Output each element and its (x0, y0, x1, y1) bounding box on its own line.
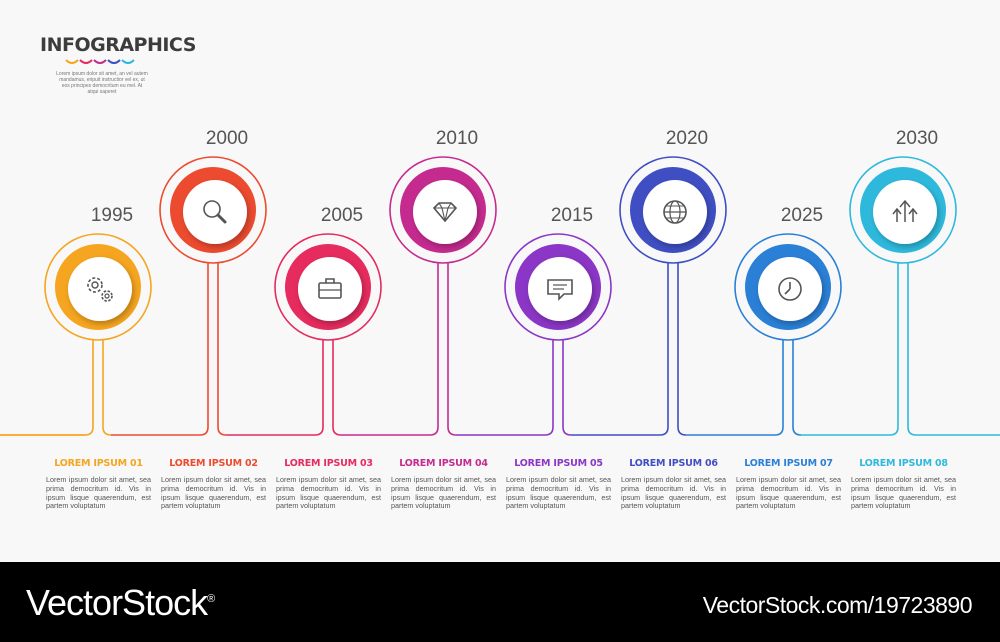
step-title: LOREM IPSUM 03 (284, 458, 373, 469)
connector-line-right (102, 324, 112, 436)
connector-line-right (792, 324, 802, 436)
connector-line-left (571, 247, 669, 436)
year-label: 1995 (91, 205, 133, 226)
footer-brand-text: VectorStock (26, 582, 208, 623)
year-label: 2005 (321, 205, 363, 226)
connector-line-right (907, 247, 1000, 436)
growth-arrows-icon (892, 199, 918, 222)
step-description: Lorem ipsum dolor sit amet, sea prima de… (276, 475, 381, 511)
connector-line-right (677, 247, 687, 436)
infographic-subtitle: Lorem ipsum dolor sit amet, an vel autem… (56, 71, 148, 95)
step-title: LOREM IPSUM 08 (859, 458, 948, 469)
connector-line-right (217, 247, 227, 436)
year-label: 2030 (896, 128, 938, 149)
footer-url: VectorStock.com/19723890 (702, 592, 973, 618)
year-label: 2010 (436, 128, 478, 149)
step-description: Lorem ipsum dolor sit amet, sea prima de… (621, 475, 726, 511)
chat-bubble-icon (547, 279, 573, 301)
icon-disc (413, 180, 477, 244)
globe-icon (663, 200, 687, 224)
footer-brand: VectorStock® (26, 582, 215, 624)
connector-line-right (332, 324, 342, 436)
connector-line-left (801, 247, 899, 436)
connector-line-right (447, 247, 457, 436)
step-title: LOREM IPSUM 01 (54, 458, 143, 469)
timeline-diagram: 1995 2000 2005 2010 2015 2020 2025 2030 (0, 128, 1000, 436)
clock-icon (778, 277, 802, 301)
year-label: 2000 (206, 128, 248, 149)
step-title: LOREM IPSUM 07 (744, 458, 833, 469)
connector-line-left (226, 324, 324, 436)
year-label: 2020 (666, 128, 708, 149)
icon-disc (183, 180, 247, 244)
icon-disc (298, 257, 362, 321)
step-description: Lorem ipsum dolor sit amet, sea prima de… (391, 475, 496, 511)
connector-line-left (456, 324, 554, 436)
infographic-canvas: INFOGRAPHICS Lorem ipsum dolor sit amet,… (0, 34, 1000, 511)
year-label: 2025 (781, 205, 823, 226)
step-description: Lorem ipsum dolor sit amet, sea prima de… (736, 475, 841, 511)
diamond-icon (432, 202, 458, 223)
infographic-title: INFOGRAPHICS (40, 34, 196, 56)
wave-decoration (65, 59, 135, 64)
step-title: LOREM IPSUM 02 (169, 458, 258, 469)
connector-line-right (562, 324, 572, 436)
gears-icon (87, 277, 113, 302)
year-label: 2015 (551, 205, 593, 226)
step-title: LOREM IPSUM 06 (629, 458, 718, 469)
connector-line-left (686, 324, 784, 436)
step-description: Lorem ipsum dolor sit amet, sea prima de… (506, 475, 611, 511)
connector-line-left (0, 324, 94, 436)
step-title: LOREM IPSUM 04 (399, 458, 488, 469)
footer-bar: VectorStock® VectorStock.com/19723890 (0, 562, 1000, 642)
step-title: LOREM IPSUM 05 (514, 458, 603, 469)
step-description: Lorem ipsum dolor sit amet, sea prima de… (161, 475, 266, 511)
connector-line-left (341, 247, 439, 436)
footer-brand-mark: ® (207, 593, 215, 605)
step-description: Lorem ipsum dolor sit amet, sea prima de… (46, 475, 151, 511)
connector-line-left (111, 247, 209, 436)
icon-disc (68, 257, 132, 321)
step-description: Lorem ipsum dolor sit amet, sea prima de… (851, 475, 956, 511)
magnifier-icon (203, 200, 227, 224)
briefcase-icon (318, 278, 342, 299)
